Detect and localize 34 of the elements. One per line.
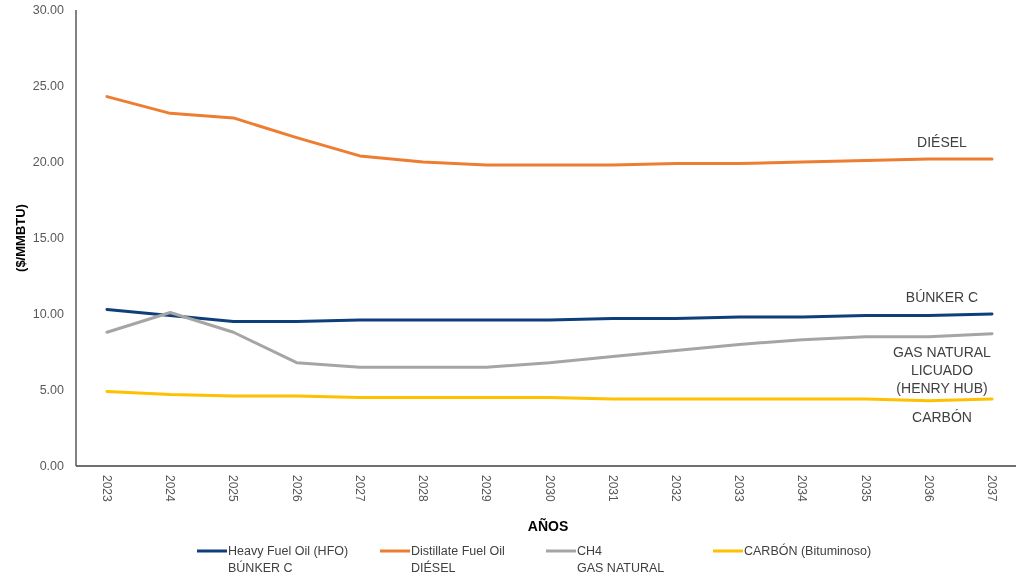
line-series <box>105 307 994 324</box>
y-tick-label: 15.00 <box>32 231 65 245</box>
y-tick-label: 5.00 <box>39 383 65 397</box>
x-tick-label: 2023 <box>100 475 114 503</box>
x-tick-label: 2030 <box>542 475 557 503</box>
x-tick-label: 2025 <box>226 475 241 503</box>
y-tick-label: 0.00 <box>39 459 65 473</box>
x-tick-label: 2024 <box>163 475 178 503</box>
x-tick-label: 2026 <box>289 475 304 503</box>
annotation: GAS NATURAL LICUADO (HENRY HUB) <box>893 343 992 396</box>
line-series <box>105 95 994 167</box>
y-tick-label: 30.00 <box>32 3 65 17</box>
x-axis-title: AÑOS <box>527 517 569 534</box>
x-tick-label: 2035 <box>858 475 873 503</box>
x-tick-label: 2027 <box>352 475 367 503</box>
x-tick-label: 2032 <box>668 475 683 503</box>
x-tick-label: 2031 <box>605 475 620 503</box>
legend-label: Distillate Fuel Oil DIÉSEL <box>411 544 505 575</box>
annotation: CARBÓN <box>912 409 972 426</box>
x-tick-label: 2034 <box>795 475 810 503</box>
x-tick-label: 2033 <box>732 475 747 503</box>
annotation: BÚNKER C <box>905 289 979 305</box>
y-tick-label: 25.00 <box>32 79 65 93</box>
legend-label: Heavy Fuel Oil (HFO) BÚNKER C <box>228 544 349 575</box>
legend-label: CARBÓN (Bituminoso) <box>744 543 872 558</box>
x-tick-label: 2036 <box>921 475 936 503</box>
annotation: DIÉSEL <box>917 133 968 150</box>
y-tick-label: 20.00 <box>32 155 65 169</box>
x-tick-label: 2037 <box>985 475 999 503</box>
y-tick-label: 10.00 <box>32 307 65 321</box>
y-axis-title: ($/MMBTU) <box>12 204 28 272</box>
legend-label: CH4 GAS NATURAL <box>577 544 665 575</box>
x-tick-label: 2028 <box>416 475 431 503</box>
x-tick-label: 2029 <box>479 475 494 503</box>
